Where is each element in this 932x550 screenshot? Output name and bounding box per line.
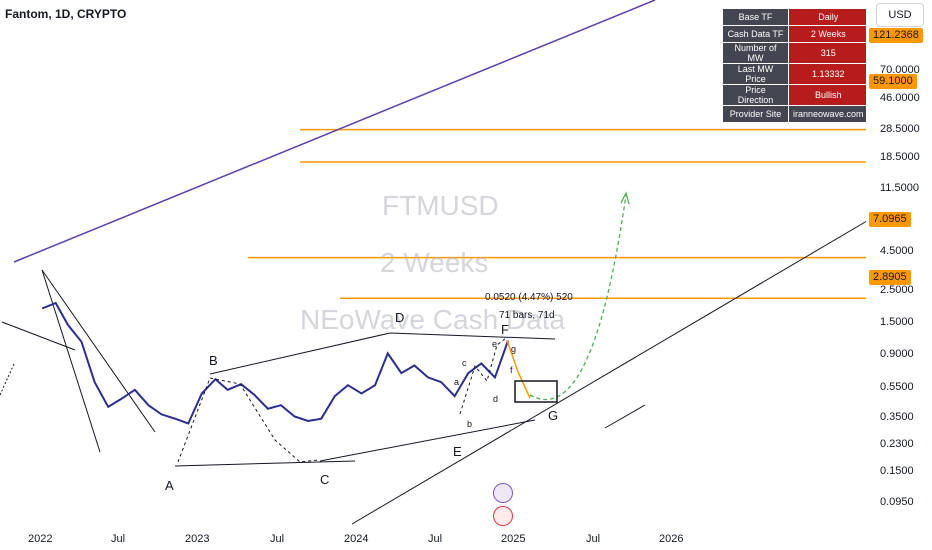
y-tick-label: 0.5500 <box>880 381 914 393</box>
watermark-symbol: FTMUSD <box>382 190 499 221</box>
triangle-upper-line <box>389 332 556 340</box>
wave-label-a: A <box>165 478 174 493</box>
triangle-upper-line <box>209 332 391 375</box>
wave-line <box>1 321 76 351</box>
currency-button[interactable]: USD <box>876 3 924 27</box>
wave-line <box>41 269 156 433</box>
info-value: Daily <box>788 8 869 26</box>
info-key: Number of MW <box>722 42 789 64</box>
y-tick-label: 11.5000 <box>880 182 919 194</box>
info-key: Cash Data TF <box>722 25 789 43</box>
wave-dashed-line <box>177 377 319 463</box>
x-tick-label: Jul <box>586 533 601 545</box>
wave-line <box>41 269 101 453</box>
info-value: 2 Weeks <box>788 25 869 43</box>
info-value: 315 <box>788 42 869 64</box>
info-row: Provider Site iranneowave.com <box>722 105 869 123</box>
watermark-provider: NEoWave Cash Data <box>300 304 566 335</box>
info-row: Cash Data TF 2 Weeks <box>722 25 869 43</box>
info-key: Last MW Price <box>722 63 789 85</box>
measure-range: 0.0520 (4.47%) 520 <box>485 292 573 303</box>
info-row: Last MW Price 1.13332 <box>722 63 869 85</box>
subwave-label-c: c <box>462 358 467 368</box>
x-tick-label: Jul <box>111 533 126 545</box>
y-tick-label: 0.1500 <box>880 465 914 477</box>
y-tick-label: 46.0000 <box>880 92 920 104</box>
triangle-lower-line <box>174 460 356 467</box>
time-scale[interactable] <box>0 528 932 550</box>
x-tick-label: 2025 <box>501 533 526 545</box>
trend-line <box>604 404 646 429</box>
subwave-label-b: b <box>467 419 473 429</box>
info-row: Number of MW 315 <box>722 42 869 64</box>
info-table: Base TF Daily Cash Data TF 2 Weeks Number … <box>722 8 869 123</box>
level-tag-121: 121.2368 <box>869 28 923 43</box>
measure-bars: 71 bars, 71d <box>499 310 555 321</box>
info-key: Base TF <box>722 8 789 26</box>
wave-label-d: D <box>395 310 405 325</box>
y-tick-label: 0.0950 <box>880 496 914 508</box>
level-tag-2: 2.8905 <box>869 270 911 285</box>
y-tick-label: 28.5000 <box>880 123 920 135</box>
y-tick-label: 18.5000 <box>880 151 920 163</box>
level-tag-59: 59.1000 <box>869 74 917 89</box>
subwave-label-d: d <box>493 394 499 404</box>
trend-line <box>351 217 873 525</box>
info-row: Base TF Daily <box>722 8 869 26</box>
y-tick-label: 0.3500 <box>880 411 914 423</box>
info-row: Price Direction Bullish <box>722 84 869 106</box>
x-tick-label: 2026 <box>659 533 684 545</box>
level-tag-7: 7.0965 <box>869 212 911 227</box>
info-key: Provider Site <box>722 105 789 123</box>
lightning-icon[interactable] <box>493 483 513 503</box>
y-tick-label: 1.5000 <box>880 316 914 328</box>
y-tick-label: 4.5000 <box>880 245 914 257</box>
subwave-label-f: f <box>510 365 513 375</box>
projection-green-path <box>529 194 627 401</box>
subwave-label-a: a <box>454 377 460 387</box>
channel-line <box>13 0 656 263</box>
trend-line <box>0 363 15 396</box>
y-tick-label: 2.5000 <box>880 284 914 296</box>
price-line <box>41 301 510 425</box>
wave-label-f: F <box>501 322 509 337</box>
info-value: 1.13332 <box>788 63 869 85</box>
flag-icon[interactable] <box>493 506 513 526</box>
projection-arrowhead <box>620 191 630 205</box>
triangle-lower-line <box>319 419 536 462</box>
wave-dashed-line <box>459 337 507 415</box>
x-tick-label: Jul <box>428 533 443 545</box>
target-box <box>514 380 558 403</box>
info-key: Price Direction <box>722 84 789 106</box>
subwave-label-g: g <box>511 344 517 354</box>
x-tick-label: 2024 <box>344 533 369 545</box>
watermark-timeframe: 2 Weeks <box>380 247 489 278</box>
info-value: Bullish <box>788 84 869 106</box>
subwave-label-e: e <box>492 339 498 349</box>
y-tick-label: 70.0000 <box>880 64 920 76</box>
wave-label-b: B <box>209 353 218 368</box>
info-value: iranneowave.com <box>788 105 869 123</box>
wave-label-g: G <box>548 408 559 423</box>
y-tick-label: 0.2300 <box>880 438 914 450</box>
wave-label-c: C <box>320 472 330 487</box>
projection-orange-line <box>506 339 531 399</box>
symbol-title[interactable]: Fantom, 1D, CRYPTO <box>5 7 127 21</box>
x-tick-label: Jul <box>270 533 285 545</box>
wave-label-e: E <box>453 444 462 459</box>
y-tick-label: 0.9000 <box>880 348 914 360</box>
x-tick-label: 2022 <box>28 533 53 545</box>
x-tick-label: 2023 <box>185 533 210 545</box>
